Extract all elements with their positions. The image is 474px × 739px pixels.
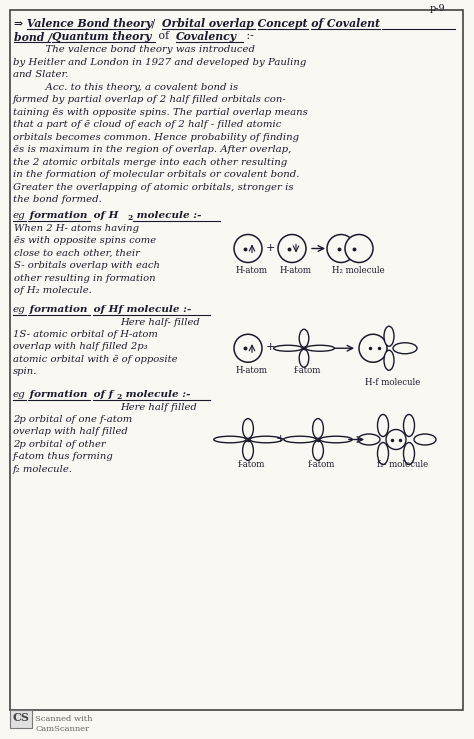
Text: CS: CS bbox=[12, 712, 29, 723]
Ellipse shape bbox=[414, 434, 436, 445]
Text: The valence bond theory was introduced: The valence bond theory was introduced bbox=[13, 45, 255, 54]
Text: formation: formation bbox=[26, 389, 87, 398]
Text: overlap with half filled 2p₃: overlap with half filled 2p₃ bbox=[13, 342, 147, 351]
Text: of f: of f bbox=[90, 389, 113, 398]
Ellipse shape bbox=[250, 436, 282, 443]
Text: H-atom: H-atom bbox=[280, 265, 312, 274]
Text: close to each other, their: close to each other, their bbox=[14, 248, 140, 257]
Ellipse shape bbox=[243, 418, 254, 438]
Ellipse shape bbox=[393, 343, 417, 354]
Ellipse shape bbox=[320, 436, 352, 443]
Ellipse shape bbox=[312, 440, 323, 460]
Text: H-atom: H-atom bbox=[236, 265, 268, 274]
Circle shape bbox=[278, 234, 306, 262]
Ellipse shape bbox=[299, 330, 309, 347]
Circle shape bbox=[327, 234, 355, 262]
Text: spin.: spin. bbox=[13, 367, 37, 376]
Text: eg: eg bbox=[13, 211, 26, 219]
Text: 2: 2 bbox=[116, 392, 121, 401]
Text: S- orbitals overlap with each: S- orbitals overlap with each bbox=[14, 261, 160, 270]
Ellipse shape bbox=[312, 418, 323, 438]
Text: Covalency: Covalency bbox=[176, 31, 237, 42]
Ellipse shape bbox=[358, 434, 380, 445]
Text: f-atom: f-atom bbox=[308, 460, 336, 469]
Text: H-atom: H-atom bbox=[236, 367, 268, 375]
Text: other resulting in formation: other resulting in formation bbox=[14, 273, 155, 282]
Text: of H₂ molecule.: of H₂ molecule. bbox=[14, 286, 92, 295]
Text: CamScanner: CamScanner bbox=[35, 725, 89, 733]
Ellipse shape bbox=[403, 415, 414, 437]
Text: molecule :-: molecule :- bbox=[122, 389, 191, 398]
Ellipse shape bbox=[384, 350, 394, 370]
Text: Scanned with: Scanned with bbox=[35, 715, 92, 723]
Text: Orbital overlap Concept of Covalent: Orbital overlap Concept of Covalent bbox=[162, 18, 380, 29]
Text: f₂- molecule: f₂- molecule bbox=[377, 460, 428, 469]
Text: atomic orbital with ē of opposite: atomic orbital with ē of opposite bbox=[13, 355, 177, 364]
Text: orbitals becomes common. Hence probability of finding: orbitals becomes common. Hence probabili… bbox=[13, 132, 299, 141]
Text: of: of bbox=[155, 31, 173, 41]
Text: formation: formation bbox=[26, 211, 87, 219]
Text: H-f molecule: H-f molecule bbox=[365, 378, 420, 387]
Text: 2p orbital of other: 2p orbital of other bbox=[13, 440, 106, 449]
Text: f₂ molecule.: f₂ molecule. bbox=[13, 465, 73, 474]
Text: that a part of ē cloud of each of 2 half - filled atomic: that a part of ē cloud of each of 2 half… bbox=[13, 120, 282, 129]
Circle shape bbox=[234, 334, 262, 362]
Text: f-atom: f-atom bbox=[294, 367, 321, 375]
Ellipse shape bbox=[284, 436, 316, 443]
Ellipse shape bbox=[214, 436, 246, 443]
Ellipse shape bbox=[377, 415, 389, 437]
Text: of Hf molecule :-: of Hf molecule :- bbox=[90, 304, 191, 313]
Text: overlap with half filled: overlap with half filled bbox=[13, 427, 128, 436]
Text: ⇒ Valence Bond theory: ⇒ Valence Bond theory bbox=[14, 18, 152, 29]
Text: molecule :-: molecule :- bbox=[133, 211, 201, 219]
Text: ēs is maximum in the region of overlap. After overlap,: ēs is maximum in the region of overlap. … bbox=[13, 145, 292, 154]
Ellipse shape bbox=[306, 345, 334, 351]
Text: and Slater.: and Slater. bbox=[13, 70, 69, 79]
Text: bond /: bond / bbox=[14, 31, 56, 42]
Text: ēs with opposite spins come: ēs with opposite spins come bbox=[14, 236, 156, 245]
Text: by Heitler and London in 1927 and developed by Pauling: by Heitler and London in 1927 and develo… bbox=[13, 58, 306, 67]
Text: +: + bbox=[276, 434, 285, 443]
Ellipse shape bbox=[403, 443, 414, 465]
Ellipse shape bbox=[243, 440, 254, 460]
Text: eg: eg bbox=[13, 389, 26, 398]
Text: p-9: p-9 bbox=[430, 4, 446, 13]
Text: When 2 H- atoms having: When 2 H- atoms having bbox=[14, 223, 139, 233]
Circle shape bbox=[345, 234, 373, 262]
Text: the bond formed.: the bond formed. bbox=[13, 195, 102, 204]
Text: eg: eg bbox=[13, 304, 26, 313]
Text: +: + bbox=[266, 342, 275, 353]
Text: in the formation of molecular orbitals or covalent bond.: in the formation of molecular orbitals o… bbox=[13, 170, 300, 179]
Text: formation: formation bbox=[26, 304, 87, 313]
Text: Quantum theory: Quantum theory bbox=[52, 31, 152, 42]
Text: formed by partial overlap of 2 half filled orbitals con-: formed by partial overlap of 2 half fill… bbox=[13, 95, 287, 104]
Text: Greater the overlapping of atomic orbitals, stronger is: Greater the overlapping of atomic orbita… bbox=[13, 183, 293, 191]
Text: f-atom: f-atom bbox=[238, 460, 265, 469]
Text: 2: 2 bbox=[127, 214, 132, 222]
Circle shape bbox=[386, 429, 406, 449]
Ellipse shape bbox=[384, 326, 394, 347]
Ellipse shape bbox=[273, 345, 302, 351]
Text: H₂ molecule: H₂ molecule bbox=[332, 265, 385, 274]
Ellipse shape bbox=[377, 443, 389, 465]
Text: +: + bbox=[266, 242, 275, 253]
Bar bbox=[10, 710, 32, 728]
Text: Acc. to this theory, a covalent bond is: Acc. to this theory, a covalent bond is bbox=[13, 83, 238, 92]
Text: Here half filled: Here half filled bbox=[120, 403, 197, 412]
Text: :-: :- bbox=[243, 31, 254, 41]
Circle shape bbox=[359, 334, 387, 362]
Ellipse shape bbox=[299, 350, 309, 367]
Text: f-atom thus forming: f-atom thus forming bbox=[13, 452, 114, 461]
Text: taining ēs with opposite spins. The partial overlap means: taining ēs with opposite spins. The part… bbox=[13, 107, 308, 117]
Circle shape bbox=[234, 234, 262, 262]
Text: /: / bbox=[148, 18, 159, 28]
Text: of H: of H bbox=[90, 211, 118, 219]
Text: 2p orbital of one f-atom: 2p orbital of one f-atom bbox=[13, 415, 132, 423]
Text: 1S- atomic orbital of H-atom: 1S- atomic orbital of H-atom bbox=[13, 330, 158, 338]
Text: the 2 atomic orbitals merge into each other resulting: the 2 atomic orbitals merge into each ot… bbox=[13, 157, 287, 166]
Text: Here half- filled: Here half- filled bbox=[120, 318, 200, 327]
